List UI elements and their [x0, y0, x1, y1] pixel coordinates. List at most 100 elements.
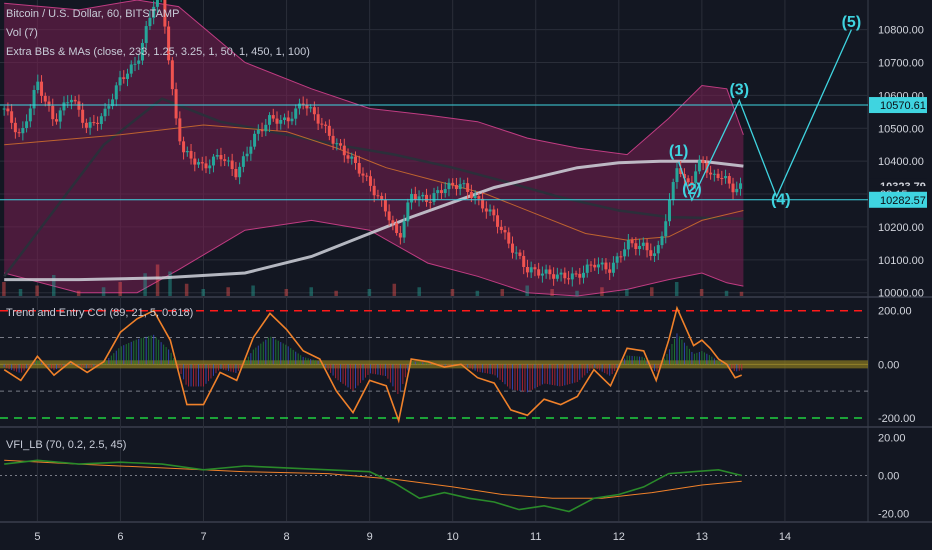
candle-body-52	[197, 162, 201, 165]
candle-body-21	[81, 109, 85, 123]
candle-body-134	[503, 230, 507, 233]
candle-body-128	[481, 198, 485, 209]
candle-body-72	[271, 115, 275, 119]
vfi-legend[interactable]: VFI_LB (70, 0.2, 2.5, 45)	[6, 439, 127, 451]
candle-body-190	[712, 173, 716, 175]
candle-body-39	[148, 17, 152, 27]
candle-body-157	[589, 264, 593, 266]
candle-body-3	[13, 122, 17, 133]
volume-bar-25	[575, 290, 579, 296]
candle-body-181	[679, 168, 683, 175]
volume-bar-15	[309, 287, 313, 296]
candle-body-59	[223, 159, 227, 161]
candle-body-26	[99, 116, 103, 124]
candle-body-13	[51, 105, 55, 120]
candle-body-73	[275, 118, 279, 124]
candle-body-11	[43, 95, 47, 102]
candle-body-131	[492, 209, 496, 216]
candle-body-165	[619, 256, 623, 258]
candle-body-174	[653, 253, 657, 256]
candle-body-115	[432, 193, 436, 202]
candle-body-56	[211, 156, 215, 166]
volume-bar-26	[600, 287, 604, 296]
symbol-legend[interactable]: Bitcoin / U.S. Dollar, 60, BITSTAMP	[6, 8, 180, 20]
volume-bar-32	[739, 291, 744, 296]
candle-body-150	[563, 272, 567, 279]
volume-bar-29	[674, 282, 679, 296]
candle-body-71	[268, 115, 272, 125]
candle-body-125	[469, 191, 473, 199]
candle-body-70	[264, 124, 268, 132]
time-tick-3: 8	[284, 531, 290, 543]
candle-body-2	[10, 111, 14, 123]
candle-body-101	[380, 195, 384, 200]
candle-body-106	[398, 233, 402, 238]
bbands-legend[interactable]: Extra BBs & MAs (close, 233, 1.25, 3.25,…	[6, 46, 310, 58]
candle-body-104	[391, 220, 395, 224]
candle-body-102	[383, 199, 387, 212]
time-tick-9: 14	[779, 531, 791, 543]
candle-body-178	[667, 199, 671, 222]
volume-bar-28	[650, 287, 654, 296]
candle-body-74	[279, 120, 283, 124]
candle-body-196	[735, 188, 739, 193]
volume-bar-10	[184, 283, 189, 296]
time-tick-1: 6	[117, 531, 123, 543]
candle-body-182	[682, 174, 686, 179]
candle-body-185	[694, 171, 698, 183]
candle-body-12	[47, 101, 51, 106]
candle-body-1	[6, 108, 10, 112]
candle-body-169	[634, 243, 638, 250]
candle-body-90	[339, 143, 343, 146]
candle-body-129	[484, 208, 488, 212]
candle-body-139	[522, 255, 526, 267]
candle-body-148	[555, 274, 559, 279]
candle-body-60	[226, 160, 230, 162]
candle-body-6	[25, 121, 29, 128]
candle-body-155	[582, 272, 586, 278]
candle-body-117	[439, 190, 443, 194]
time-tick-2: 7	[200, 531, 206, 543]
candle-body-7	[28, 108, 32, 122]
candle-body-91	[342, 145, 346, 156]
candle-body-192	[720, 178, 724, 180]
price-panel[interactable]: (1) (2) (3) (4) (5)	[0, 0, 868, 297]
candle-body-107	[402, 221, 406, 238]
wave-label-3: (4)	[771, 191, 791, 208]
volume-bar-18	[392, 283, 397, 296]
candle-body-66	[249, 146, 253, 154]
candle-body-27	[103, 108, 107, 117]
vfi-line	[4, 459, 742, 513]
candle-body-33	[126, 73, 130, 79]
candle-body-75	[282, 117, 286, 121]
candle-body-34	[129, 64, 133, 74]
volume-legend[interactable]: Vol (7)	[6, 27, 38, 39]
cci-panel[interactable]	[0, 305, 868, 424]
candle-body-65	[245, 153, 249, 157]
volume-bar-21	[475, 290, 480, 296]
candle-body-159	[596, 264, 600, 268]
candle-body-14	[54, 119, 58, 122]
candle-body-186	[697, 160, 701, 172]
candle-body-158	[593, 264, 597, 268]
time-tick-8: 13	[696, 531, 708, 543]
price-tag-0: 10570.61	[880, 100, 926, 112]
candle-body-152	[570, 273, 574, 280]
cci-tick-1: 0.00	[878, 359, 899, 371]
candle-body-110	[413, 193, 417, 200]
bollinger-lower	[4, 219, 744, 297]
cci-legend[interactable]: Trend and Entry CCI (89, 21, 5, 0.618)	[6, 307, 194, 319]
candle-body-40	[152, 6, 156, 18]
candle-body-194	[727, 176, 731, 184]
ma-dark-line	[3, 97, 744, 278]
candle-body-135	[507, 232, 511, 244]
candle-body-124	[466, 183, 470, 192]
candle-body-38	[144, 26, 148, 43]
candle-body-29	[111, 99, 115, 107]
price-tick-4: 10400.00	[878, 156, 924, 168]
candle-body-83	[312, 107, 316, 115]
candle-body-146	[548, 269, 552, 275]
vfi-panel[interactable]	[0, 459, 868, 513]
candle-body-20	[77, 101, 81, 110]
